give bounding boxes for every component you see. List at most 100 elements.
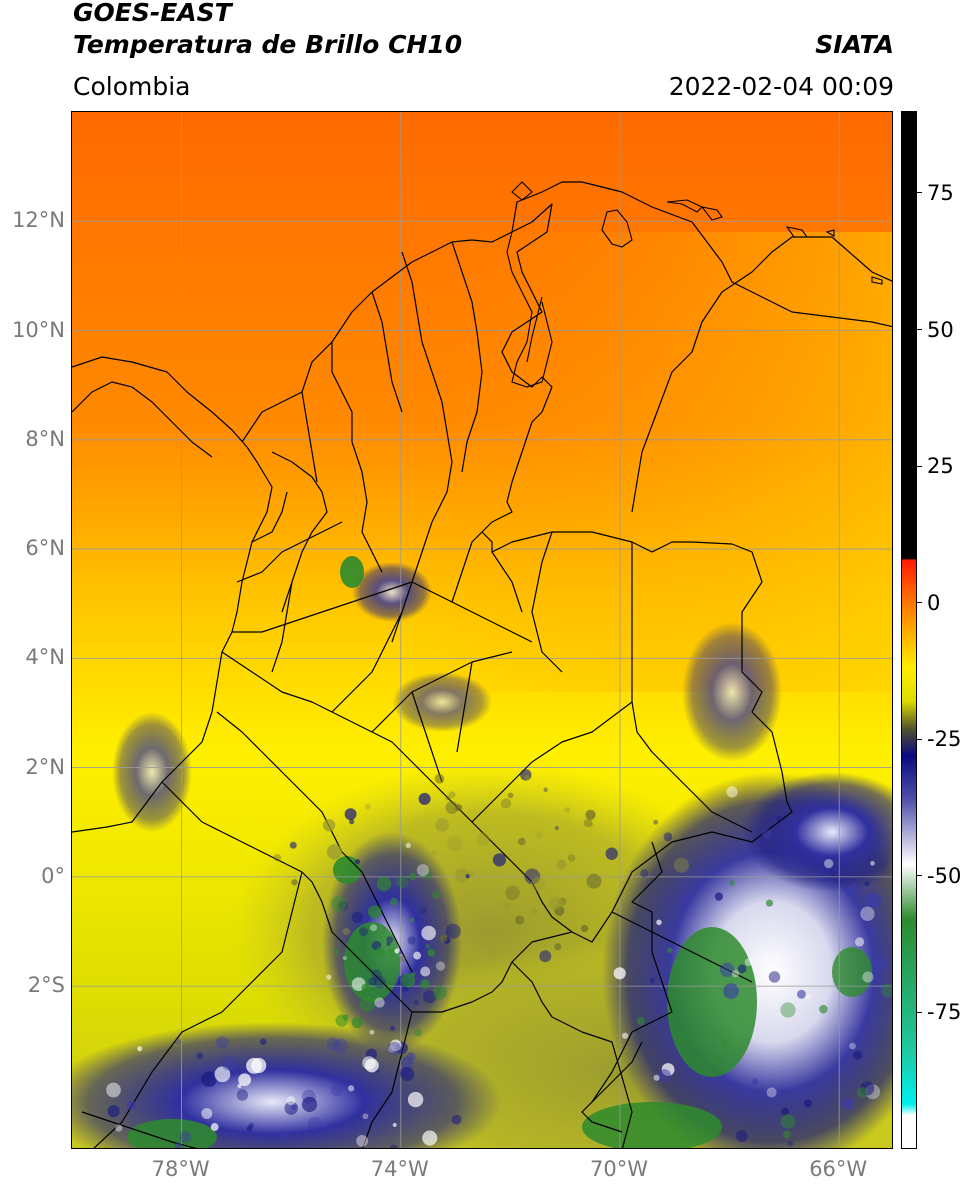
cloud-speck <box>308 1116 322 1131</box>
region-label: Colombia <box>73 72 191 101</box>
cloud-speck <box>801 813 810 821</box>
cloud-speck <box>454 804 463 812</box>
cloud-speck <box>369 1029 375 1035</box>
cloud-speck <box>719 962 735 978</box>
cloud-speck <box>399 955 406 962</box>
cloud-speck <box>850 881 858 889</box>
latitude-tick-label: 2°N <box>25 754 65 779</box>
cloud-speck <box>649 977 656 984</box>
cloud-speck <box>420 966 431 977</box>
cloud-speck <box>106 1082 121 1098</box>
cloud-speck <box>374 947 386 959</box>
satellite-title: GOES-EAST <box>73 0 232 27</box>
cloud-speck <box>776 815 783 822</box>
cloud-speck <box>714 1055 721 1061</box>
longitude-tick-label: 70°W <box>590 1157 648 1181</box>
cloud-speck <box>356 1134 369 1147</box>
cloud-speck <box>862 971 874 983</box>
cloud-speck <box>761 828 773 840</box>
cloud-speck <box>589 823 594 828</box>
cloud-speck <box>389 1144 398 1148</box>
cloud-speck <box>326 974 332 980</box>
cloud-speck <box>330 896 347 912</box>
colorbar-tick <box>917 329 922 331</box>
cloud-speck <box>583 818 593 828</box>
cloud-speck <box>621 1032 629 1039</box>
cloud-speck <box>524 868 541 885</box>
cloud-speck <box>554 826 559 831</box>
cloud-speck <box>731 969 740 978</box>
latitude-tick-label: 8°N <box>25 426 65 451</box>
cloud-speck <box>536 832 543 839</box>
colorbar-tick-label: -25 <box>927 727 962 752</box>
map-panel <box>71 111 893 1149</box>
cloud-speck <box>246 1057 262 1074</box>
cloud-speck <box>849 1042 856 1050</box>
cloud-speck <box>440 934 448 943</box>
colorbar-tick-label: 50 <box>927 317 954 342</box>
cloud-speck <box>663 832 673 842</box>
cloud-speck <box>432 890 441 899</box>
product-title: Temperatura de Brillo CH10 <box>73 30 463 59</box>
colorbar-tick <box>917 1011 922 1013</box>
cloud-speck <box>515 915 525 925</box>
cloud-speck <box>432 985 447 1000</box>
datetime-label: 2022-02-04 00:09 <box>668 72 894 101</box>
cloud-speck <box>386 936 394 944</box>
cloud-speck <box>286 1096 296 1106</box>
cloud-speck <box>407 936 416 945</box>
latitude-tick-label: 4°N <box>25 645 65 670</box>
cloud-speck <box>423 990 437 1004</box>
cloud-speck <box>605 847 618 860</box>
cloud-speck <box>447 835 463 852</box>
cloud-speck <box>819 1004 828 1014</box>
cloud-speck <box>373 975 386 989</box>
cloud-speck <box>421 925 436 941</box>
cloud-speck <box>500 798 512 809</box>
cloud-speck <box>237 1083 242 1088</box>
cloud-speck <box>342 1014 349 1021</box>
cloud-speck <box>413 999 419 1006</box>
cloud-speck <box>653 1074 660 1081</box>
cloud-speck <box>656 919 662 926</box>
cloud-speck <box>841 1097 855 1111</box>
cloud-speck <box>214 1066 231 1083</box>
cloud-speck <box>476 832 490 846</box>
cloud-speck <box>530 907 538 916</box>
cloud-speck <box>714 892 724 901</box>
cloud-speck <box>390 1026 396 1031</box>
cloud-speck <box>389 1039 402 1052</box>
country-borders <box>72 181 892 1148</box>
cloud-speck <box>530 876 546 892</box>
cloud-speck <box>865 892 882 909</box>
cloud-speck <box>864 881 870 887</box>
cloud-speck <box>409 872 417 881</box>
cloud-speck <box>386 941 391 947</box>
cloud-speck <box>454 868 470 883</box>
cloud-speck <box>330 1083 344 1097</box>
cloud-speck <box>451 1114 462 1125</box>
cloud-speck <box>348 818 355 825</box>
cloud-speck <box>174 1142 183 1148</box>
colorbar-tick-label: 0 <box>927 590 941 615</box>
cloud-speck <box>737 964 747 974</box>
cloud-speck <box>396 875 409 889</box>
cloud-speck <box>201 1108 213 1120</box>
cloud-speck <box>729 880 736 887</box>
cloud-speck <box>115 1124 123 1132</box>
cloud-speck <box>413 951 422 960</box>
cloud-speck <box>351 1017 363 1029</box>
cloud-speck <box>137 1046 143 1052</box>
cloud-speck <box>787 1140 794 1147</box>
cloud-speck <box>548 896 562 911</box>
cloud-speck <box>422 1130 438 1146</box>
cloud-speck <box>201 1071 217 1087</box>
cloud-speck <box>351 911 364 924</box>
colorbar-tick <box>917 602 922 604</box>
cloud-speck <box>401 973 416 988</box>
cloud-speck <box>524 774 530 780</box>
cloud-speck <box>326 844 343 860</box>
cloud-speck <box>713 1059 719 1065</box>
cloud-speck <box>585 809 596 820</box>
colorbar-tick-label: -75 <box>927 1000 962 1025</box>
